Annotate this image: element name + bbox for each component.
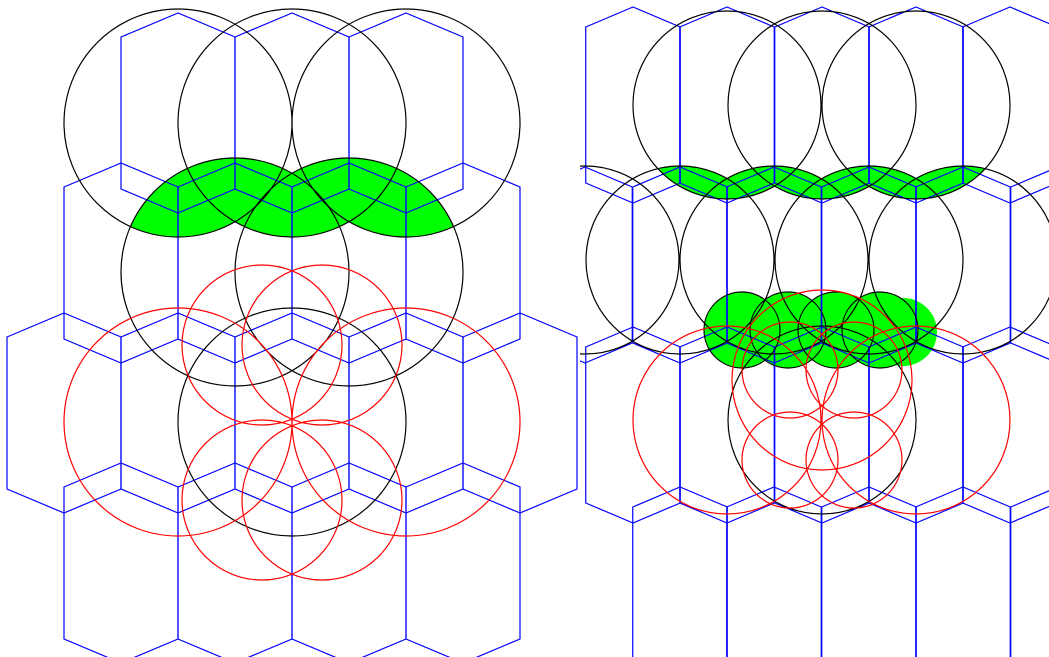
coverage-circle: [580, 165, 680, 355]
coverage-circle: [291, 8, 521, 238]
left-lens-regions: [130, 157, 454, 238]
coverage-circle: [774, 165, 964, 355]
coverage-circle: [868, 165, 1049, 355]
hexagon-cell: [63, 462, 179, 657]
coverage-circle: [234, 157, 464, 387]
coverage-circle: [749, 291, 827, 369]
red-circle: [821, 325, 1011, 515]
hexagon-cell: [462, 312, 578, 514]
hexagon-cell: [915, 486, 1011, 657]
left-black-circles: [63, 8, 521, 537]
red-circle: [632, 325, 822, 515]
red-circle: [805, 411, 903, 509]
red-circle: [181, 264, 343, 426]
red-circle: [741, 321, 839, 419]
hexagon-cell: [291, 462, 407, 657]
red-circle: [805, 321, 903, 419]
hexagon-cell: [177, 462, 293, 657]
red-circle: [241, 264, 403, 426]
hexagon-cell: [962, 6, 1049, 204]
coverage-circle: [727, 325, 917, 515]
right-panel: [580, 6, 1049, 657]
hexagon-cell: [348, 12, 464, 214]
hexagon-cell: [962, 326, 1049, 524]
hexagon-cell: [1010, 490, 1049, 657]
red-circle: [241, 419, 403, 581]
coverage-circle: [177, 8, 407, 238]
coverage-circle: [585, 165, 775, 355]
hexagon-cell: [632, 486, 728, 657]
hexagon-cell: [821, 486, 917, 657]
red-circle: [741, 411, 839, 509]
left-hexagon-grid: [6, 12, 578, 657]
left-panel: [6, 8, 578, 657]
coverage-circle: [727, 10, 917, 200]
coverage-circle: [797, 291, 875, 369]
red-circle: [291, 307, 521, 537]
red-circle: [181, 419, 343, 581]
left-red-circles: [63, 264, 521, 581]
coverage-circle: [841, 291, 919, 369]
coverage-circle: [120, 157, 350, 387]
lens-region: [301, 157, 454, 238]
hexagon-cell: [1010, 170, 1049, 360]
right-black-circles: [580, 10, 1049, 515]
coverage-circle: [821, 10, 1011, 200]
hexagon-cell: [726, 486, 822, 657]
hexagon-cell: [405, 462, 521, 657]
coverage-circle: [177, 307, 407, 537]
hexagon-cell: [405, 162, 521, 364]
red-circle: [731, 289, 913, 471]
right-red-circles: [632, 289, 1011, 515]
coverage-circle: [679, 165, 869, 355]
coverage-circle: [632, 10, 822, 200]
